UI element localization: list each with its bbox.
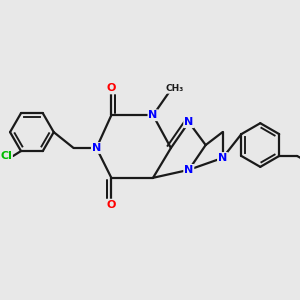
Text: N: N — [148, 110, 158, 120]
Text: CH₃: CH₃ — [166, 84, 184, 93]
Text: N: N — [184, 165, 194, 175]
Text: O: O — [106, 83, 116, 93]
Text: N: N — [184, 117, 194, 127]
Text: N: N — [92, 143, 101, 153]
Text: N: N — [218, 153, 227, 163]
Text: O: O — [106, 200, 116, 210]
Text: Cl: Cl — [0, 151, 12, 161]
